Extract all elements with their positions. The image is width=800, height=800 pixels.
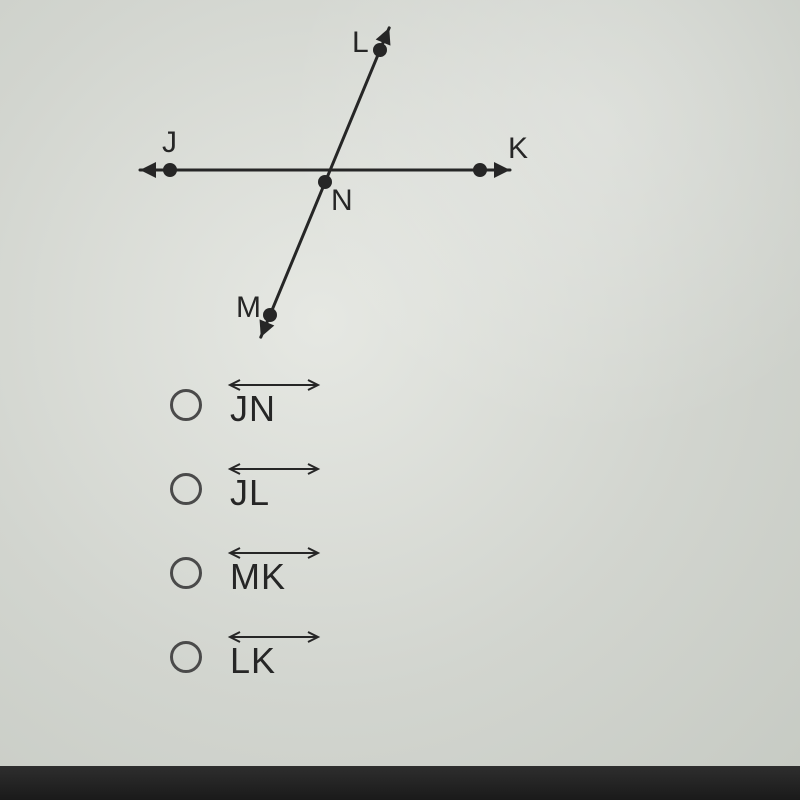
svg-text:J: J	[162, 126, 177, 159]
line-notation-arrow	[224, 378, 324, 392]
svg-text:K: K	[508, 132, 528, 165]
option-label-2: MK	[230, 548, 286, 598]
svg-text:L: L	[352, 26, 369, 59]
option-label-3: LK	[230, 632, 276, 682]
line-notation-arrow	[224, 462, 324, 476]
option-row-3[interactable]: LK	[170, 632, 286, 682]
radio-2[interactable]	[170, 557, 202, 589]
monitor-bezel-bottom	[0, 766, 800, 800]
radio-0[interactable]	[170, 389, 202, 421]
option-row-2[interactable]: MK	[170, 548, 286, 598]
option-label-1: JL	[230, 464, 270, 514]
line-notation-arrow	[224, 630, 324, 644]
line-notation-arrow	[224, 546, 324, 560]
radio-3[interactable]	[170, 641, 202, 673]
diagram-svg: J K L M N	[120, 20, 560, 360]
svg-text:M: M	[236, 291, 261, 324]
option-row-0[interactable]: JN	[170, 380, 286, 430]
option-label-0: JN	[230, 380, 276, 430]
svg-text:N: N	[331, 184, 353, 217]
option-row-1[interactable]: JL	[170, 464, 286, 514]
radio-1[interactable]	[170, 473, 202, 505]
answer-options: JN JL MK LK	[170, 380, 286, 716]
page-root: J K L M N JN JL MK LK	[0, 0, 800, 800]
geometry-diagram: J K L M N	[120, 20, 560, 365]
